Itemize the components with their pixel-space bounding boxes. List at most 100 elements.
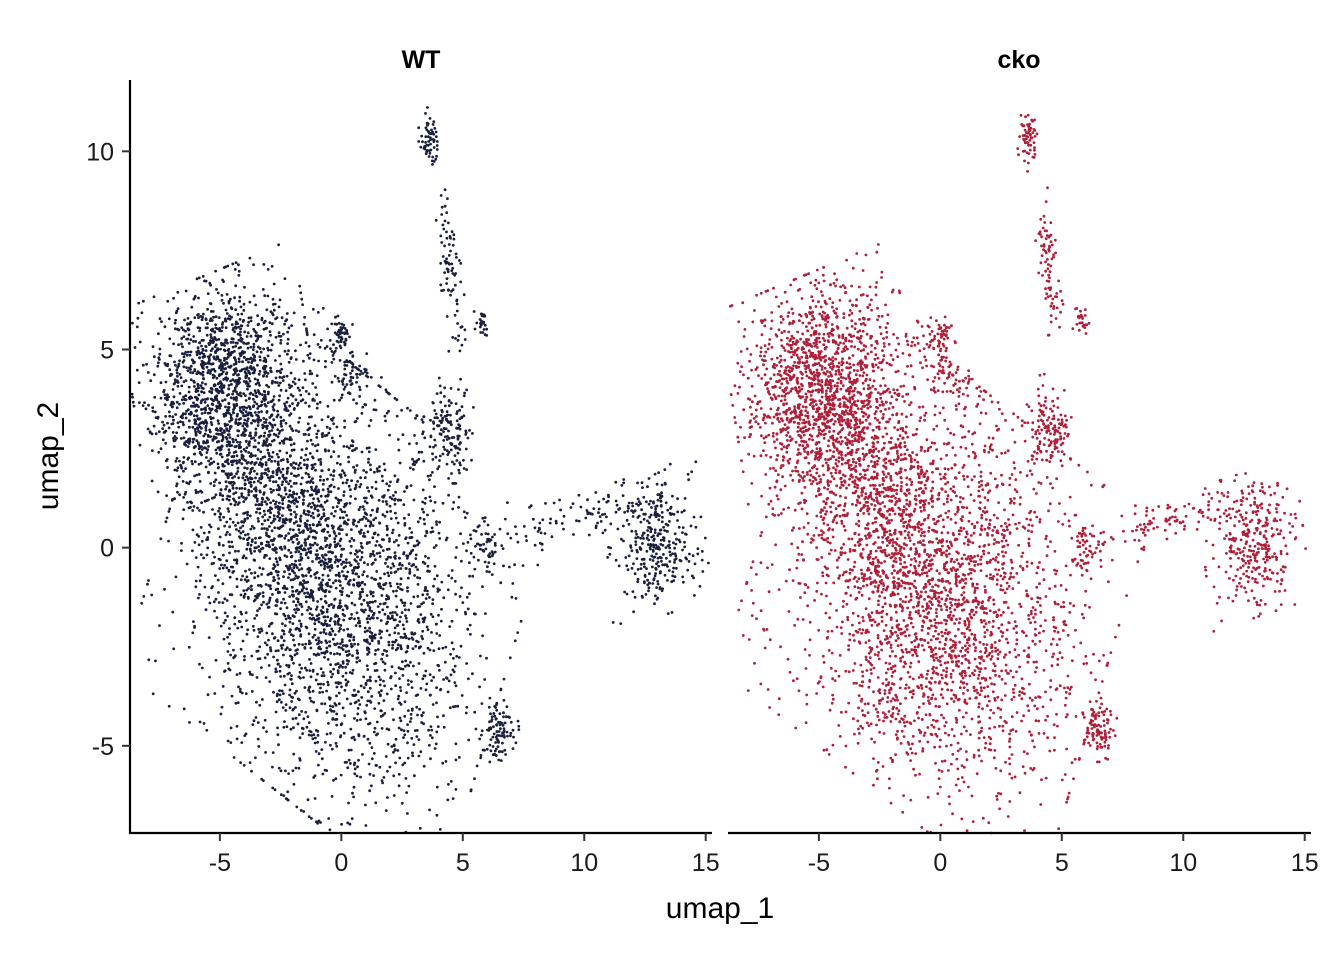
point-mid-left-bridge (288, 505, 292, 508)
point-main-lower (365, 513, 369, 516)
point-main-lower (356, 643, 360, 646)
point-right-cluster (654, 594, 657, 598)
point-upper-left (225, 361, 229, 364)
point-main-lower (461, 601, 465, 604)
point-mid-left-bridge (288, 404, 292, 408)
point-mid-left-bridge (233, 503, 237, 507)
point-upper-left (298, 416, 302, 420)
point-main-lower (481, 634, 484, 638)
point-main-lower (417, 618, 420, 621)
point-main-lower (287, 665, 291, 669)
point-mid-left-bridge (262, 441, 266, 445)
point-upper-left (152, 373, 156, 377)
point-main-lower (347, 484, 351, 488)
point-main-lower (391, 531, 394, 535)
point-mid-left-bridge (207, 530, 211, 534)
point-mid-left-bridge (272, 395, 276, 398)
point-mid-left-bridge (265, 502, 269, 506)
point-main-lower (361, 517, 364, 521)
point-main-lower (354, 497, 357, 501)
point-main-lower (420, 714, 424, 718)
point-main-lower (350, 479, 353, 483)
point-upper-left (231, 345, 235, 349)
point-mid-left-bridge (280, 439, 284, 443)
point-main-lower (218, 515, 222, 519)
point-main-lower (364, 608, 367, 612)
point-main-lower (438, 520, 441, 524)
point-main-lower (230, 540, 234, 544)
point-right-cluster (640, 508, 643, 512)
point-main-lower (222, 553, 225, 557)
point-main-lower (417, 646, 421, 650)
point-main-lower (337, 691, 341, 695)
point-main-lower (464, 610, 467, 614)
point-main-lower (365, 594, 369, 597)
point-main-lower (425, 682, 429, 686)
point-main-lower (385, 510, 389, 514)
point-upper-left (152, 424, 156, 428)
point-main-lower (485, 570, 489, 573)
point-upper-left (214, 409, 218, 412)
point-main-lower (311, 511, 315, 515)
point-main-lower (435, 785, 439, 789)
point-mid-left-bridge (204, 465, 208, 469)
point-main-lower (308, 569, 311, 572)
point-main-lower (422, 619, 426, 623)
point-mid-left-bridge (245, 446, 249, 449)
point-mid-left-bridge (227, 433, 231, 436)
point-upper-left (249, 345, 253, 349)
point-mid-left-bridge (295, 546, 299, 549)
point-main-lower (352, 635, 356, 639)
point-right-cluster (660, 511, 664, 514)
point-main-lower (313, 622, 317, 626)
point-mid-left-bridge (307, 513, 310, 517)
point-main-lower (209, 482, 213, 485)
point-mid-left-bridge (227, 387, 231, 391)
point-upper-left (253, 419, 257, 423)
point-main-lower (282, 674, 286, 678)
point-main-lower (395, 589, 398, 593)
point-upper-left (232, 373, 235, 376)
point-mid-island (464, 447, 468, 451)
point-mid-island (452, 436, 456, 439)
point-main-lower (438, 634, 442, 637)
point-mid-left-bridge (216, 466, 220, 470)
point-main-lower (379, 636, 383, 640)
point-main-lower (287, 772, 290, 775)
point-main-lower (335, 694, 338, 698)
point-main-lower (320, 748, 324, 751)
point-mid-island (472, 406, 475, 409)
point-right-cluster (684, 556, 688, 560)
point-main-lower (424, 669, 428, 673)
point-main-lower (382, 462, 386, 466)
point-main-lower (328, 704, 332, 708)
point-main-lower (221, 601, 225, 604)
point-main-lower (387, 574, 391, 578)
point-upper-left (233, 330, 237, 334)
point-main-lower (314, 608, 318, 611)
point-mid-left-bridge (246, 387, 249, 391)
point-upper-left (184, 412, 187, 416)
point-main-lower (253, 617, 257, 620)
point-main-lower (323, 564, 327, 568)
point-upper-left (156, 364, 160, 368)
point-main-lower (291, 634, 295, 638)
point-main-lower (316, 504, 319, 508)
point-main-lower (351, 668, 355, 672)
point-main-lower (427, 556, 430, 560)
point-main-lower (351, 791, 354, 795)
point-upper-left (274, 359, 277, 362)
point-main-lower (334, 573, 338, 577)
point-mid-left-bridge (227, 568, 231, 572)
point-main-lower (325, 732, 329, 736)
point-tail-bottom (489, 738, 493, 741)
point-right-cluster (631, 504, 635, 508)
point-main-lower (329, 743, 332, 747)
point-right-cluster (631, 590, 635, 593)
point-main-lower (351, 440, 355, 444)
point-upper-left (211, 362, 215, 365)
point-main-lower (228, 668, 232, 672)
point-mid-left-bridge (188, 437, 192, 441)
point-main-lower (319, 686, 322, 690)
point-main-lower (269, 587, 273, 591)
